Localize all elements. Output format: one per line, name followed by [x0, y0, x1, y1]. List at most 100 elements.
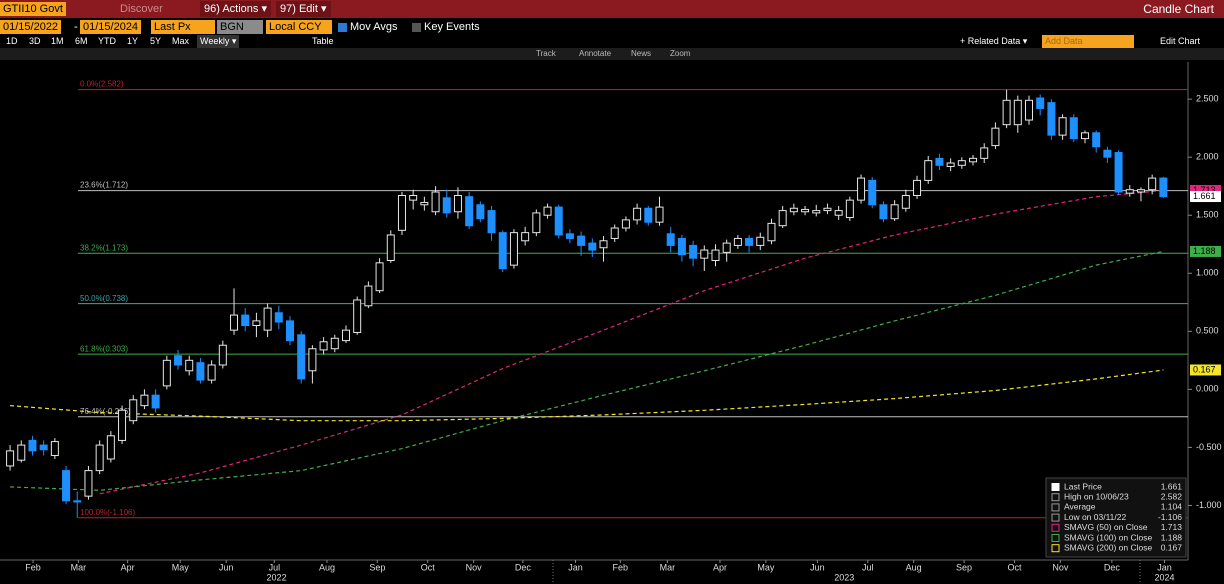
period-button[interactable]: YTD — [98, 36, 116, 46]
legend-label: Average — [1064, 502, 1096, 512]
x-tick-label: May — [757, 562, 775, 572]
end-date[interactable]: 01/15/2024 — [80, 20, 142, 34]
source[interactable]: BGN — [217, 20, 263, 34]
candle-body — [62, 470, 71, 502]
period-button[interactable]: 1M — [51, 36, 64, 46]
period-button[interactable]: 1D — [6, 36, 18, 46]
candle-body — [140, 394, 149, 407]
frequency[interactable]: Weekly ▾ — [197, 35, 240, 48]
ticker[interactable]: GTII10 Govt — [0, 2, 66, 16]
candle-body — [330, 337, 339, 350]
candle-body — [84, 470, 93, 497]
tool-bar: Track Annotate News Zoom — [0, 48, 1224, 60]
candle-body — [778, 210, 787, 227]
candle-body — [655, 206, 664, 223]
x-tick-label: Jun — [219, 562, 234, 572]
candle-body — [1114, 152, 1123, 193]
fib-label: 0.0%(2.582) — [80, 80, 124, 89]
candle-body — [868, 179, 877, 206]
candle-body — [118, 409, 127, 441]
candle-body — [319, 341, 328, 351]
candle-body — [946, 162, 955, 167]
currency[interactable]: Local CCY — [266, 20, 332, 34]
x-tick-label: Aug — [319, 562, 335, 572]
candle-body — [218, 344, 227, 366]
add-data[interactable]: Add Data — [1042, 35, 1134, 48]
candle-body — [252, 320, 261, 327]
period-button[interactable]: 1Y — [127, 36, 139, 46]
x-tick-label: Sep — [369, 562, 385, 572]
start-date[interactable]: 01/15/2022 — [0, 20, 62, 34]
title-bar: GTII10 Govt Discover 96) Actions ▾ 97) E… — [0, 0, 1224, 18]
fib-label: 50.0%(0.738) — [80, 294, 128, 303]
candle-body — [633, 207, 642, 221]
candle-body — [756, 236, 765, 246]
candle-body — [106, 435, 115, 460]
legend: Last Price 1.661 High on 10/06/23 2.582 Aver… — [1045, 477, 1187, 558]
year-label: 2024 — [1154, 572, 1174, 582]
candle-body — [901, 194, 910, 209]
x-tick-label: Jan — [1157, 562, 1172, 572]
field[interactable]: Last Px — [151, 20, 215, 34]
fib-label: 76.4%(-0.236) — [80, 407, 131, 416]
candle-body — [610, 227, 619, 239]
tool-button[interactable]: Track — [536, 49, 556, 58]
x-tick-label: Aug — [906, 562, 922, 572]
candle-body — [599, 240, 608, 249]
value-tag — [1190, 191, 1221, 203]
candle-body — [677, 237, 686, 256]
year-label: 2022 — [267, 572, 287, 582]
y-tick-label: -0.500 — [1196, 442, 1222, 452]
candle-body — [532, 212, 541, 234]
period-button[interactable]: 3D — [29, 36, 41, 46]
moving-average-line — [10, 369, 1164, 422]
candle-body — [1136, 189, 1145, 193]
candle-body — [39, 444, 48, 451]
tool-button[interactable]: News — [631, 49, 652, 58]
candle-body — [207, 364, 216, 381]
x-tick-label: Dec — [515, 562, 532, 572]
candle-body — [1125, 189, 1134, 194]
x-tick-label: Sep — [956, 562, 972, 572]
period-button[interactable]: Max — [172, 36, 190, 46]
candle-body — [834, 210, 843, 216]
candle-body — [733, 237, 742, 246]
period-button[interactable]: 6M — [75, 36, 88, 46]
mov-avgs[interactable]: Mov Avgs — [350, 21, 398, 33]
candle-body — [453, 194, 462, 213]
actions-menu[interactable]: 96) Actions ▾ — [200, 1, 271, 17]
candle-body — [6, 450, 15, 467]
legend-value: 2.582 — [1161, 491, 1183, 501]
edit-menu[interactable]: 97) Edit ▾ — [276, 1, 331, 17]
tool-button[interactable]: Annotate — [579, 49, 612, 58]
candle-body — [890, 204, 899, 220]
key-events[interactable]: Key Events — [424, 21, 480, 33]
candle-body — [1036, 97, 1045, 109]
candle-body — [521, 232, 530, 242]
window-title: Candle Chart — [1143, 2, 1214, 16]
x-tick-label: Oct — [421, 562, 436, 572]
legend-box — [1045, 477, 1187, 558]
legend-swatch — [1051, 493, 1060, 502]
period-button[interactable]: 5Y — [150, 36, 162, 46]
candle-body — [700, 249, 709, 259]
discover[interactable]: Discover — [120, 3, 163, 15]
y-tick-label: 0.000 — [1196, 384, 1219, 394]
candle-body — [644, 207, 653, 223]
candle-body — [353, 299, 362, 333]
table-button[interactable]: Table — [312, 36, 334, 46]
legend-value: 1.104 — [1161, 502, 1183, 512]
x-tick-label: Jul — [862, 562, 874, 572]
related-data[interactable]: + Related Data ▾ — [960, 36, 1028, 46]
edit-chart[interactable]: Edit Chart — [1160, 36, 1201, 46]
candle-body — [465, 196, 474, 227]
tool-button[interactable]: Zoom — [670, 49, 691, 58]
checkbox[interactable] — [412, 23, 421, 32]
candle-body — [409, 194, 418, 201]
checkbox[interactable] — [338, 23, 347, 32]
x-tick-label: Jan — [568, 562, 583, 572]
legend-label: SMAVG (50) on Close — [1064, 522, 1148, 532]
candle-body — [812, 210, 821, 214]
y-tick-label: 2.500 — [1196, 94, 1219, 104]
legend-value: 1.661 — [1161, 481, 1183, 491]
